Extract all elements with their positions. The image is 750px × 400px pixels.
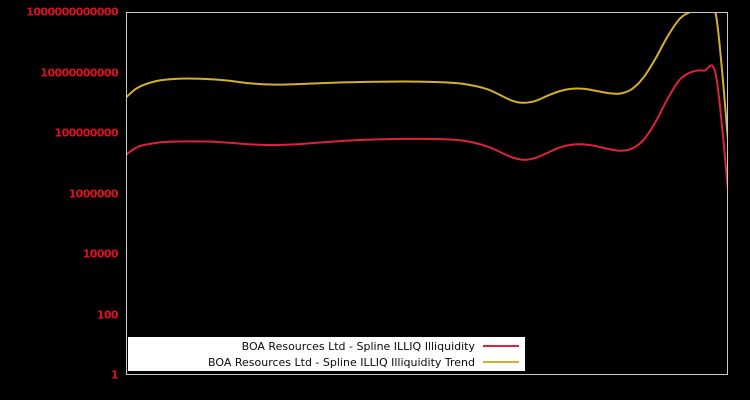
y-tick-label-4: 10000 bbox=[82, 247, 119, 261]
legend-label-illiquidity-trend: BOA Resources Ltd - Spline ILLIQ Illiqui… bbox=[208, 355, 475, 369]
y-tick-label-0: 1000000000000 bbox=[26, 5, 118, 19]
legend-entry-illiquidity[interactable]: BOA Resources Ltd - Spline ILLIQ Illiqui… bbox=[128, 338, 519, 354]
y-tick-label-5: 100 bbox=[96, 308, 119, 321]
chart-legend[interactable]: BOA Resources Ltd - Spline ILLIQ Illiqui… bbox=[128, 337, 525, 371]
legend-entry-illiquidity-trend[interactable]: BOA Resources Ltd - Spline ILLIQ Illiqui… bbox=[128, 354, 519, 370]
legend-swatch-illiquidity-trend bbox=[483, 361, 519, 363]
legend-swatch-illiquidity bbox=[483, 345, 519, 347]
y-tick-label-6: 1 bbox=[110, 368, 119, 382]
y-tick-label-3: 1000000 bbox=[68, 187, 119, 200]
plot-frame bbox=[126, 12, 728, 375]
y-tick-label-1: 10000000000 bbox=[40, 66, 118, 79]
legend-label-illiquidity: BOA Resources Ltd - Spline ILLIQ Illiqui… bbox=[241, 339, 475, 353]
y-tick-label-2: 100000000 bbox=[54, 126, 119, 140]
